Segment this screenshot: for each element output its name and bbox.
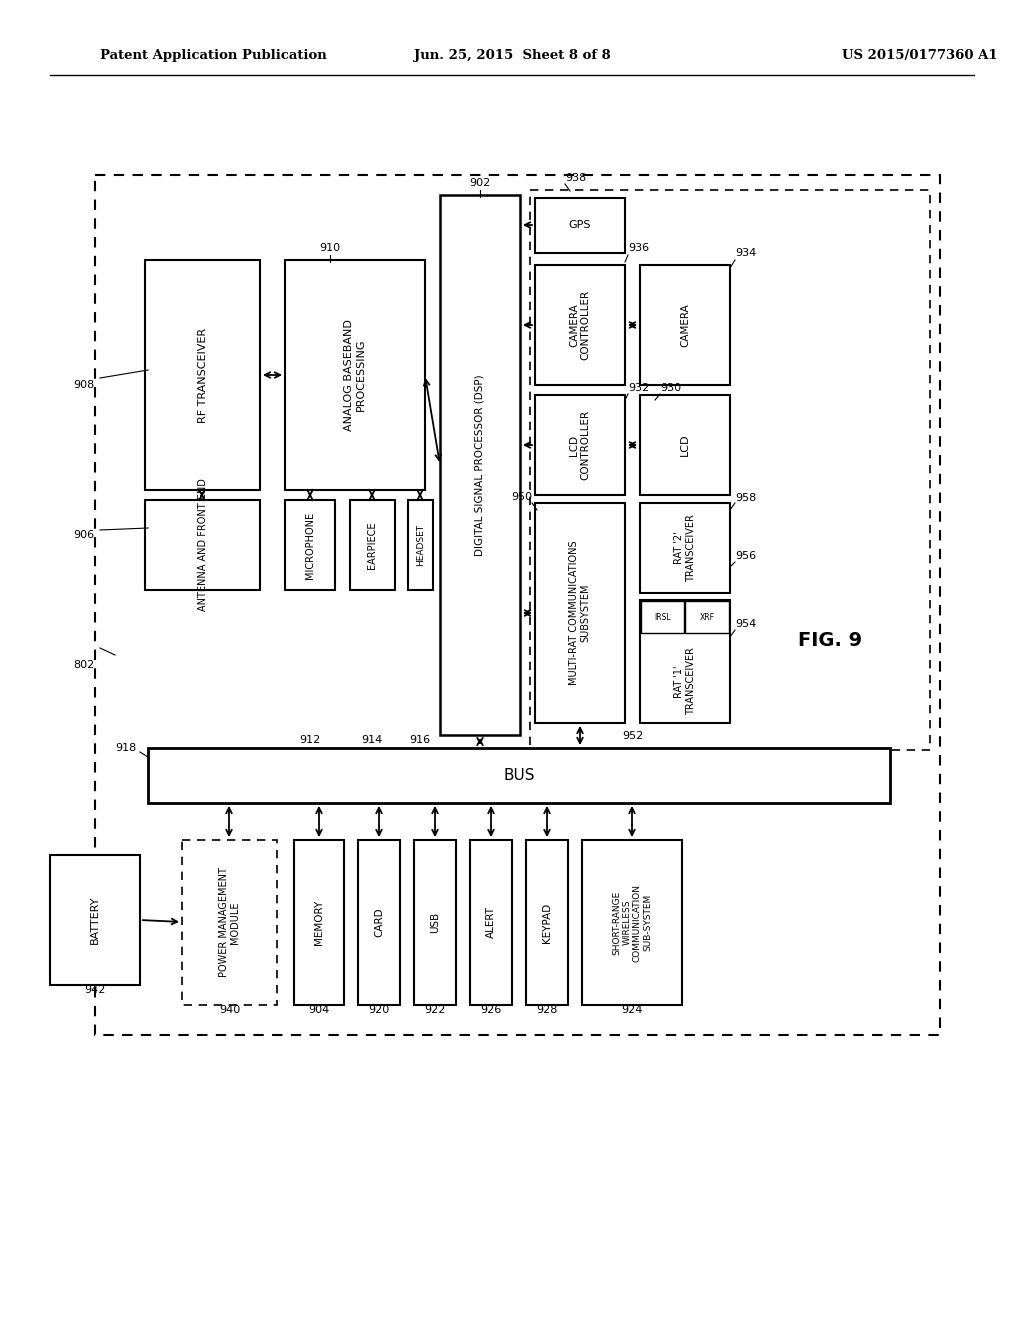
Bar (535, 198, 625, 253)
Bar (640, 395, 730, 495)
Text: MICROPHONE: MICROPHONE (305, 511, 315, 578)
Text: 950: 950 (511, 492, 532, 502)
Bar (640, 601, 730, 723)
Text: 936: 936 (628, 243, 649, 253)
Text: IRSL: IRSL (654, 612, 671, 622)
Bar (526, 840, 568, 1005)
Bar (294, 840, 344, 1005)
Text: 914: 914 (361, 735, 383, 744)
Text: 908: 908 (73, 380, 94, 389)
Bar (414, 840, 456, 1005)
Text: MULTI-RAT COMMUNICATIONS
SUBSYSTEM: MULTI-RAT COMMUNICATIONS SUBSYSTEM (569, 541, 591, 685)
Text: 932: 932 (628, 383, 649, 393)
Text: 958: 958 (735, 492, 757, 503)
Text: KEYPAD: KEYPAD (542, 903, 552, 942)
Text: CARD: CARD (374, 908, 384, 937)
Text: ANALOG BASEBAND
PROCESSING: ANALOG BASEBAND PROCESSING (344, 319, 366, 430)
Bar (285, 260, 425, 490)
Text: RAT '2'
TRANSCEIVER: RAT '2' TRANSCEIVER (674, 513, 695, 582)
Text: 956: 956 (735, 550, 756, 561)
Bar (145, 260, 260, 490)
Bar (535, 265, 625, 385)
Text: 922: 922 (424, 1005, 445, 1015)
Text: 924: 924 (622, 1005, 643, 1015)
Text: POWER MANAGEMENT
MODULE: POWER MANAGEMENT MODULE (219, 867, 241, 977)
Text: 902: 902 (469, 178, 490, 187)
Bar (440, 195, 520, 735)
Text: LCD: LCD (680, 434, 690, 457)
Text: 952: 952 (622, 731, 643, 741)
Text: USB: USB (430, 912, 440, 933)
Text: RAT '1'
TRANSCEIVER: RAT '1' TRANSCEIVER (674, 648, 695, 715)
Text: 906: 906 (73, 531, 94, 540)
Text: CAMERA
CONTROLLER: CAMERA CONTROLLER (569, 290, 591, 360)
Bar (685, 601, 729, 634)
Bar (182, 840, 278, 1005)
Text: XRF: XRF (699, 612, 715, 622)
Bar (145, 500, 260, 590)
Text: 916: 916 (410, 735, 430, 744)
Text: GPS: GPS (568, 220, 591, 231)
Bar (535, 503, 625, 723)
Bar (50, 855, 140, 985)
Text: 912: 912 (299, 735, 321, 744)
Text: 910: 910 (319, 243, 341, 253)
Text: 920: 920 (369, 1005, 389, 1015)
Bar (95, 176, 940, 1035)
Text: 918: 918 (116, 743, 137, 752)
Bar (148, 748, 890, 803)
Text: CAMERA: CAMERA (680, 304, 690, 347)
Text: Patent Application Publication: Patent Application Publication (100, 49, 327, 62)
Bar (285, 500, 335, 590)
Text: 938: 938 (565, 173, 587, 183)
Text: 802: 802 (74, 660, 95, 671)
Bar (582, 840, 682, 1005)
Text: BATTERY: BATTERY (90, 896, 100, 944)
Text: 904: 904 (308, 1005, 330, 1015)
Text: ANTENNA AND FRONT END: ANTENNA AND FRONT END (198, 479, 208, 611)
Bar (530, 190, 930, 750)
Text: RF TRANSCEIVER: RF TRANSCEIVER (198, 327, 208, 422)
Text: ALERT: ALERT (486, 907, 496, 939)
Text: FIG. 9: FIG. 9 (798, 631, 862, 649)
Text: 930: 930 (660, 383, 681, 393)
Text: DIGITAL SIGNAL PROCESSOR (DSP): DIGITAL SIGNAL PROCESSOR (DSP) (475, 374, 485, 556)
Text: HEADSET: HEADSET (416, 524, 425, 566)
Text: 928: 928 (537, 1005, 558, 1015)
Bar (535, 395, 625, 495)
Text: MEMORY: MEMORY (314, 900, 324, 945)
Text: 954: 954 (735, 619, 757, 630)
Text: 926: 926 (480, 1005, 502, 1015)
Bar (350, 500, 395, 590)
Bar (641, 601, 684, 634)
Text: US 2015/0177360 A1: US 2015/0177360 A1 (842, 49, 997, 62)
Text: 934: 934 (735, 248, 757, 257)
Bar (640, 265, 730, 385)
Text: BUS: BUS (503, 768, 535, 783)
Text: SHORT-RANGE
WIRELESS
COMMUNICATION
SUB-SYSTEM: SHORT-RANGE WIRELESS COMMUNICATION SUB-S… (612, 883, 652, 961)
Text: 942: 942 (84, 985, 105, 995)
Text: EARPIECE: EARPIECE (368, 521, 378, 569)
Bar (408, 500, 433, 590)
Text: Jun. 25, 2015  Sheet 8 of 8: Jun. 25, 2015 Sheet 8 of 8 (414, 49, 610, 62)
Bar (640, 503, 730, 593)
Bar (358, 840, 400, 1005)
Text: LCD
CONTROLLER: LCD CONTROLLER (569, 411, 591, 480)
Bar (470, 840, 512, 1005)
Text: 940: 940 (219, 1005, 241, 1015)
